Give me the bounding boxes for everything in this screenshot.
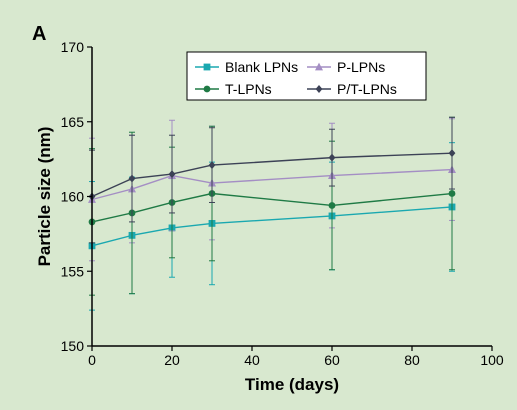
x-tick-label: 20 [164,352,180,368]
y-tick-label: 170 [61,39,85,55]
series-p-lpns [88,118,456,262]
x-axis-title: Time (days) [245,375,339,394]
series-p-t-lpns [88,116,456,244]
legend-label: Blank LPNs [225,59,298,75]
data-point [328,202,336,209]
series-line [91,192,453,223]
legend-item: T-LPNs [195,81,272,97]
data-point [208,161,216,170]
series-blank-lpns [88,142,456,311]
y-axis-title: Particle size (nm) [35,127,54,267]
legend-label: T-LPNs [225,81,272,97]
axes: 0 20 40 60 80 100 150 155 160 165 170 [61,39,504,368]
legend-marker [203,85,211,93]
plot-area [88,116,456,311]
y-tick-label: 160 [61,189,85,205]
series-line [91,168,453,201]
y-tick-label: 150 [61,338,85,354]
series-line [91,206,453,247]
legend-marker [203,63,211,71]
x-tick-label: 40 [244,352,260,368]
y-tick-label: 155 [61,263,85,279]
x-tick-label: 80 [404,352,420,368]
y-tick-label: 165 [61,114,85,130]
data-point [448,149,456,158]
x-tick-label: 100 [480,352,504,368]
data-point [168,170,176,179]
series-t-lpns [88,116,456,296]
legend-item: P/T-LPNs [307,81,397,97]
legend-marker [315,62,323,71]
data-point [448,190,456,197]
legend-item: Blank LPNs [195,59,298,75]
legend-item: P-LPNs [307,59,385,75]
legend-label: P-LPNs [337,59,385,75]
data-point [328,153,336,162]
legend-label: P/T-LPNs [337,81,397,97]
legend-marker [315,85,323,93]
data-point [128,174,136,183]
x-tick-label: 0 [88,352,96,368]
x-tick-label: 60 [324,352,340,368]
legend-box [186,51,427,101]
series-line [91,152,453,198]
panel-label: A [32,23,46,45]
legend: Blank LPNs P-LPNs T-LPNs P/T-LPNs [186,51,427,101]
